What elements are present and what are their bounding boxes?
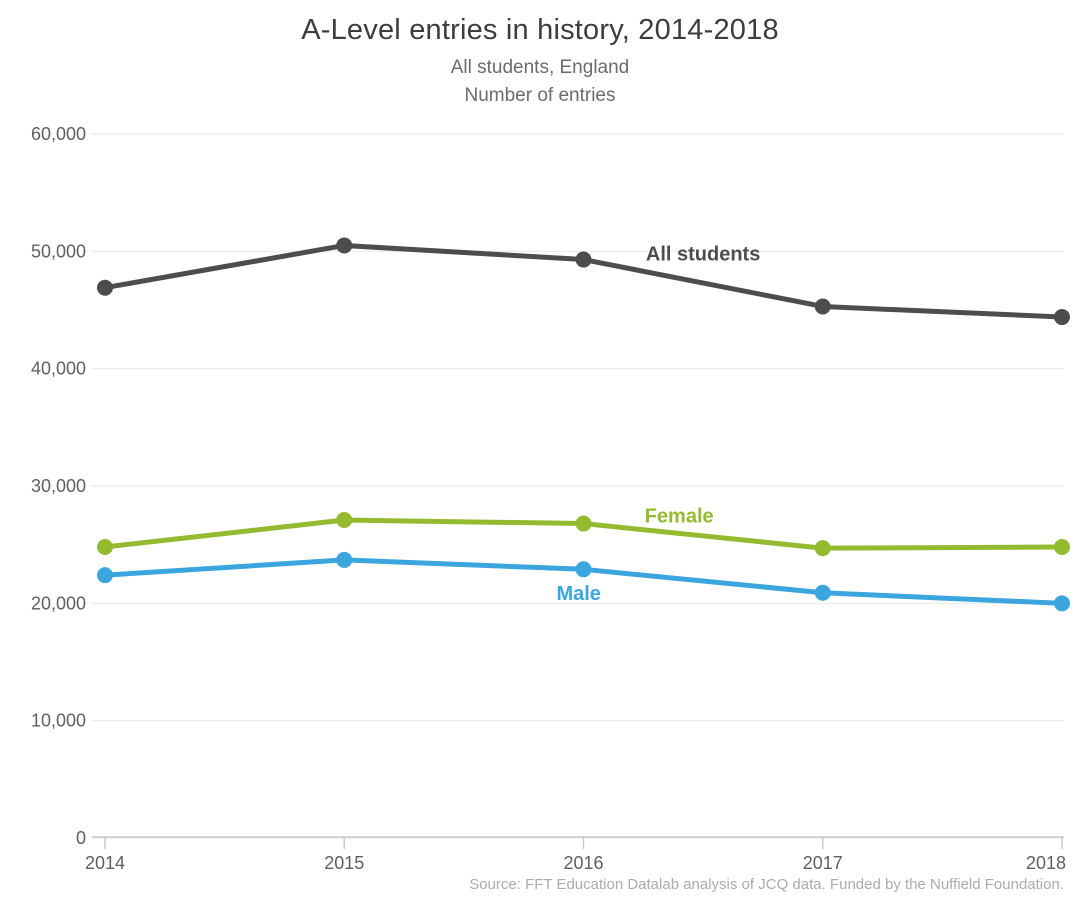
x-tick-label: 2015 xyxy=(324,853,364,873)
data-point-male-2015 xyxy=(336,551,353,568)
data-point-male-2016 xyxy=(575,561,592,578)
x-tick-label: 2016 xyxy=(563,853,603,873)
data-point-male-2018 xyxy=(1054,595,1070,612)
chart-subtitle: All students, England xyxy=(450,57,630,78)
data-point-male-2017 xyxy=(814,584,831,601)
y-tick-label: 0 xyxy=(76,828,86,848)
data-point-female-2017 xyxy=(814,540,831,557)
data-point-all-students-2018 xyxy=(1054,309,1070,326)
data-point-all-students-2015 xyxy=(336,237,353,254)
y-axis-note: Number of entries xyxy=(464,84,616,106)
series-label-all-students: All students xyxy=(646,244,760,266)
y-tick-label: 30,000 xyxy=(31,476,86,496)
data-point-female-2016 xyxy=(575,515,592,532)
data-point-all-students-2014 xyxy=(97,279,113,296)
data-point-male-2014 xyxy=(97,567,113,584)
data-point-female-2014 xyxy=(97,539,113,556)
x-tick-label: 2014 xyxy=(85,853,125,873)
data-point-all-students-2016 xyxy=(575,251,592,268)
series-label-male: Male xyxy=(556,583,600,605)
series-label-female: Female xyxy=(645,505,714,527)
x-tick-label: 2017 xyxy=(803,853,843,873)
y-tick-label: 50,000 xyxy=(31,241,86,261)
x-tick-label: 2018 xyxy=(1026,853,1066,873)
data-point-all-students-2017 xyxy=(814,298,831,315)
data-point-female-2015 xyxy=(336,512,353,529)
chart-header: A-Level entries in history, 2014-2018 Al… xyxy=(0,0,1080,109)
y-tick-label: 60,000 xyxy=(31,124,86,144)
y-tick-label: 20,000 xyxy=(31,593,86,613)
y-tick-label: 10,000 xyxy=(31,711,86,731)
chart-title: A-Level entries in history, 2014-2018 xyxy=(301,14,779,46)
source-note: Source: FFT Education Datalab analysis o… xyxy=(469,876,1064,893)
y-tick-label: 40,000 xyxy=(31,359,86,379)
data-point-female-2018 xyxy=(1054,539,1070,556)
